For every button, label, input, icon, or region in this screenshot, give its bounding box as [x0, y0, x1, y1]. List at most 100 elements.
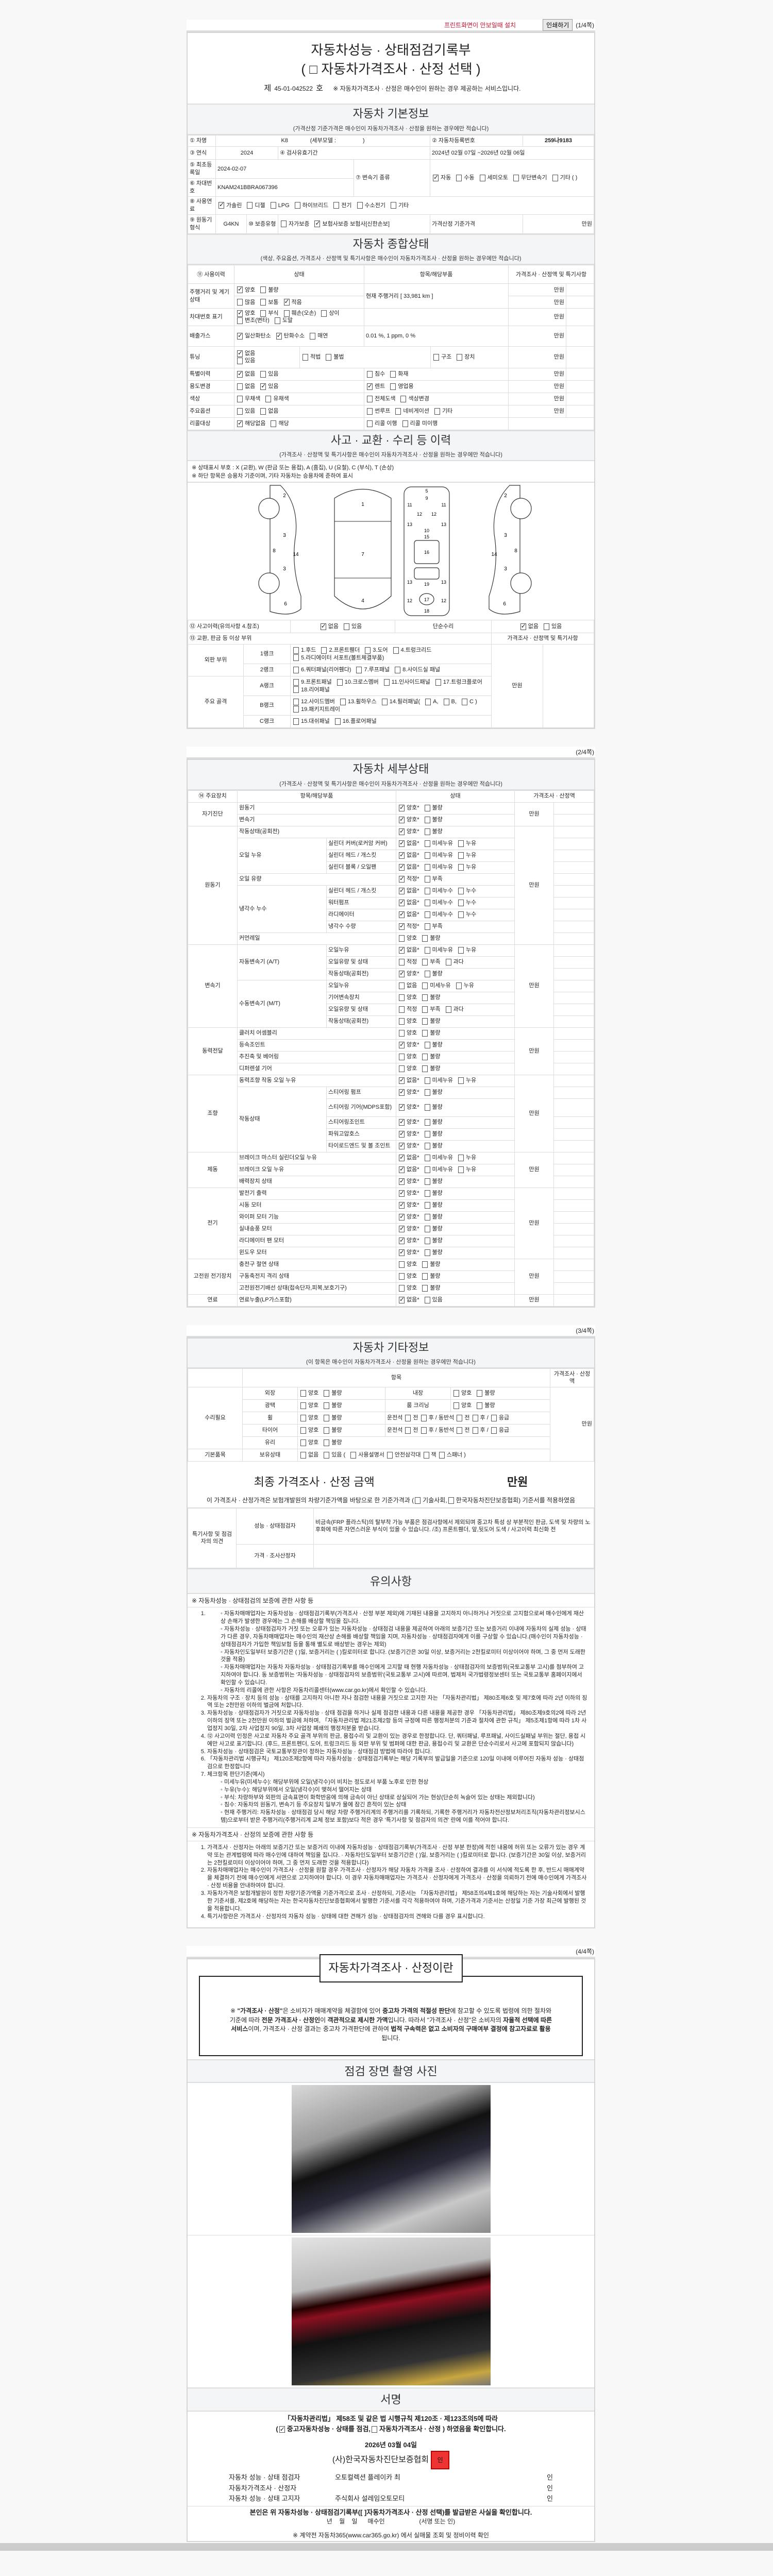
checkbox[interactable]	[399, 1053, 405, 1060]
checkbox[interactable]	[424, 1225, 430, 1232]
checkbox-option[interactable]: 불량	[424, 1249, 443, 1256]
checkbox[interactable]	[399, 887, 405, 895]
checkbox-option[interactable]: 누유	[457, 1077, 476, 1084]
checkbox-option[interactable]: 6.쿼터패널(리어휀다)	[292, 666, 351, 674]
checkbox-option[interactable]: 과다	[445, 958, 464, 965]
checkbox[interactable]	[324, 1427, 330, 1434]
checkbox[interactable]	[422, 1018, 428, 1025]
checkbox-option[interactable]: 있음	[259, 370, 279, 378]
checkbox-option[interactable]: 없음*	[398, 851, 419, 859]
checkbox-option[interactable]: 상이	[320, 310, 340, 317]
checkbox[interactable]	[260, 382, 266, 390]
checkbox-option[interactable]: 16.플로어패널	[334, 718, 377, 725]
checkbox-option[interactable]: LPG	[270, 202, 290, 209]
checkbox[interactable]	[399, 863, 405, 871]
checkbox[interactable]	[399, 910, 405, 919]
checkbox[interactable]	[513, 174, 519, 181]
checkbox[interactable]	[472, 1414, 478, 1421]
checkbox-option[interactable]: 12.사이드멤버	[292, 698, 335, 705]
checkbox-option[interactable]: 미세누수	[424, 899, 453, 906]
checkbox-option[interactable]: 19.패키지트레이	[292, 706, 340, 713]
checkbox[interactable]	[237, 395, 243, 402]
checkbox-option[interactable]: 2.프론트휀더	[320, 647, 360, 654]
checkbox-option[interactable]: 없음	[299, 1451, 318, 1459]
checkbox-option[interactable]: 없음*	[398, 946, 419, 954]
checkbox-option[interactable]: 매연	[309, 332, 328, 340]
checkbox-option[interactable]: 미세누유	[421, 982, 451, 989]
checkbox[interactable]	[344, 623, 350, 630]
checkbox-option[interactable]: 없음*	[398, 1076, 419, 1084]
checkbox[interactable]	[390, 202, 396, 209]
checkbox[interactable]	[399, 827, 405, 836]
checkbox[interactable]	[456, 174, 462, 181]
checkbox[interactable]	[424, 875, 430, 883]
checkbox[interactable]	[422, 935, 428, 942]
checkbox-option[interactable]: 양호*	[398, 804, 419, 812]
checkbox-option[interactable]: 양호*	[398, 1201, 419, 1209]
checkbox-option[interactable]: C )	[461, 698, 477, 705]
checkbox[interactable]	[274, 317, 280, 325]
checkbox[interactable]	[399, 1006, 405, 1013]
checkbox[interactable]	[491, 1427, 497, 1434]
checkbox-option[interactable]: 불량	[424, 1118, 443, 1126]
checkbox-option[interactable]: 불량	[424, 1089, 443, 1096]
checkbox[interactable]	[424, 1118, 430, 1126]
checkbox[interactable]	[260, 286, 266, 294]
checkbox[interactable]	[424, 816, 430, 823]
checkbox-option[interactable]: 미세누유	[424, 840, 453, 847]
checkbox[interactable]	[393, 647, 399, 654]
checkbox[interactable]	[237, 299, 243, 306]
checkbox[interactable]	[399, 851, 405, 859]
checkbox[interactable]	[399, 1065, 405, 1072]
checkbox-option[interactable]: 9.프론트패널	[292, 679, 332, 686]
checkbox-option[interactable]: 있음 (	[323, 1451, 345, 1459]
checkbox[interactable]	[399, 1142, 405, 1150]
checkbox[interactable]	[424, 1041, 430, 1048]
checkbox-option[interactable]: 해당	[270, 420, 289, 427]
checkbox[interactable]	[544, 623, 549, 630]
checkbox[interactable]	[422, 1029, 428, 1037]
checkbox-option[interactable]: 불량	[323, 1414, 342, 1421]
checkbox-option[interactable]: 보통	[259, 299, 279, 306]
checkbox[interactable]	[399, 1213, 405, 1221]
checkbox-option[interactable]: 부족	[424, 875, 443, 883]
checkbox[interactable]	[237, 317, 243, 325]
checkbox-option[interactable]: 수동	[455, 174, 475, 181]
checkbox[interactable]	[395, 408, 401, 415]
checkbox[interactable]	[422, 1273, 428, 1280]
checkbox-option[interactable]: 5.라디에이터 서포트(볼트체결부품)	[292, 654, 384, 662]
checkbox-option[interactable]: 양호*	[398, 1088, 419, 1096]
checkbox-option[interactable]: 양호	[398, 1053, 417, 1060]
checkbox-option[interactable]: 미세누유	[424, 863, 453, 871]
checkbox-inspection[interactable]	[279, 2425, 285, 2434]
checkbox-option[interactable]: 유채색	[264, 395, 289, 402]
checkbox[interactable]	[293, 667, 299, 674]
checkbox-option[interactable]: 양호*	[398, 970, 419, 978]
checkbox[interactable]	[422, 1053, 428, 1060]
checkbox[interactable]	[424, 840, 430, 847]
checkbox-option[interactable]: 양호	[299, 1402, 318, 1409]
checkbox[interactable]	[458, 899, 464, 906]
checkbox[interactable]	[237, 349, 243, 357]
checkbox-option[interactable]: 해당없음	[236, 419, 265, 427]
checkbox-option[interactable]: 누유	[457, 1166, 476, 1173]
checkbox-option[interactable]: 미세누수	[424, 887, 453, 894]
checkbox[interactable]	[314, 219, 321, 228]
checkbox[interactable]	[424, 1166, 430, 1173]
checkbox-option[interactable]: 15.대쉬패널	[292, 718, 330, 725]
checkbox-option[interactable]: 양호*	[398, 827, 419, 836]
checkbox[interactable]	[247, 202, 253, 209]
checkbox[interactable]	[276, 332, 282, 340]
checkbox[interactable]	[457, 1414, 463, 1421]
checkbox[interactable]	[399, 970, 405, 978]
checkbox[interactable]	[324, 1389, 330, 1397]
checkbox[interactable]	[399, 935, 405, 942]
checkbox-option[interactable]: 4.트렁크리드	[392, 647, 431, 654]
checkbox-option[interactable]: 양호	[398, 994, 417, 1001]
checkbox[interactable]	[461, 698, 467, 705]
checkbox[interactable]	[424, 899, 430, 906]
checkbox-option[interactable]: 없음*	[398, 863, 419, 871]
checkbox-option[interactable]: 양호*	[398, 816, 419, 824]
checkbox[interactable]	[458, 946, 464, 954]
checkbox[interactable]	[405, 1427, 411, 1434]
